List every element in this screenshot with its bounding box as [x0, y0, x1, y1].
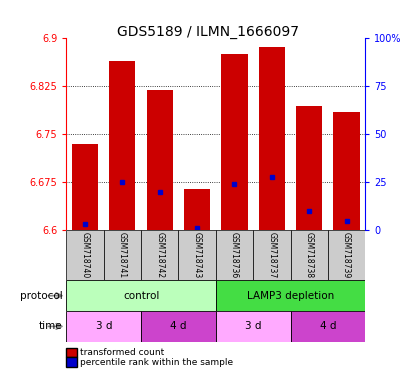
Bar — [72, 144, 98, 230]
Text: GSM718737: GSM718737 — [267, 232, 276, 278]
Bar — [296, 106, 322, 230]
Text: GDS5189 / ILMN_1666097: GDS5189 / ILMN_1666097 — [117, 25, 298, 39]
Bar — [334, 112, 360, 230]
Text: GSM718742: GSM718742 — [155, 232, 164, 278]
Text: GSM718739: GSM718739 — [342, 232, 351, 278]
Bar — [290, 230, 328, 280]
Text: percentile rank within the sample: percentile rank within the sample — [80, 358, 233, 367]
Bar — [216, 280, 365, 311]
Text: GSM718738: GSM718738 — [305, 232, 314, 278]
Bar — [141, 311, 216, 342]
Bar — [110, 61, 136, 230]
Bar — [253, 230, 290, 280]
Bar — [66, 311, 141, 342]
Bar — [66, 280, 216, 311]
Text: control: control — [123, 291, 159, 301]
Text: 4 d: 4 d — [320, 321, 336, 331]
Text: GSM718743: GSM718743 — [193, 232, 202, 278]
Text: GSM718740: GSM718740 — [81, 232, 90, 278]
Bar — [290, 311, 365, 342]
Text: 3 d: 3 d — [245, 321, 261, 331]
Bar — [147, 89, 173, 230]
Bar — [141, 230, 178, 280]
Text: 3 d: 3 d — [95, 321, 112, 331]
Text: LAMP3 depletion: LAMP3 depletion — [247, 291, 334, 301]
Bar — [66, 230, 104, 280]
Bar — [178, 230, 216, 280]
Bar — [222, 55, 247, 230]
Text: protocol: protocol — [20, 291, 62, 301]
Text: 4 d: 4 d — [170, 321, 187, 331]
Text: transformed count: transformed count — [80, 348, 164, 357]
Text: GSM718741: GSM718741 — [118, 232, 127, 278]
Bar — [259, 47, 285, 230]
Text: GSM718736: GSM718736 — [230, 232, 239, 278]
Bar — [184, 189, 210, 230]
Text: time: time — [39, 321, 62, 331]
Bar — [216, 230, 253, 280]
Bar — [104, 230, 141, 280]
Bar — [216, 311, 290, 342]
Bar — [328, 230, 365, 280]
